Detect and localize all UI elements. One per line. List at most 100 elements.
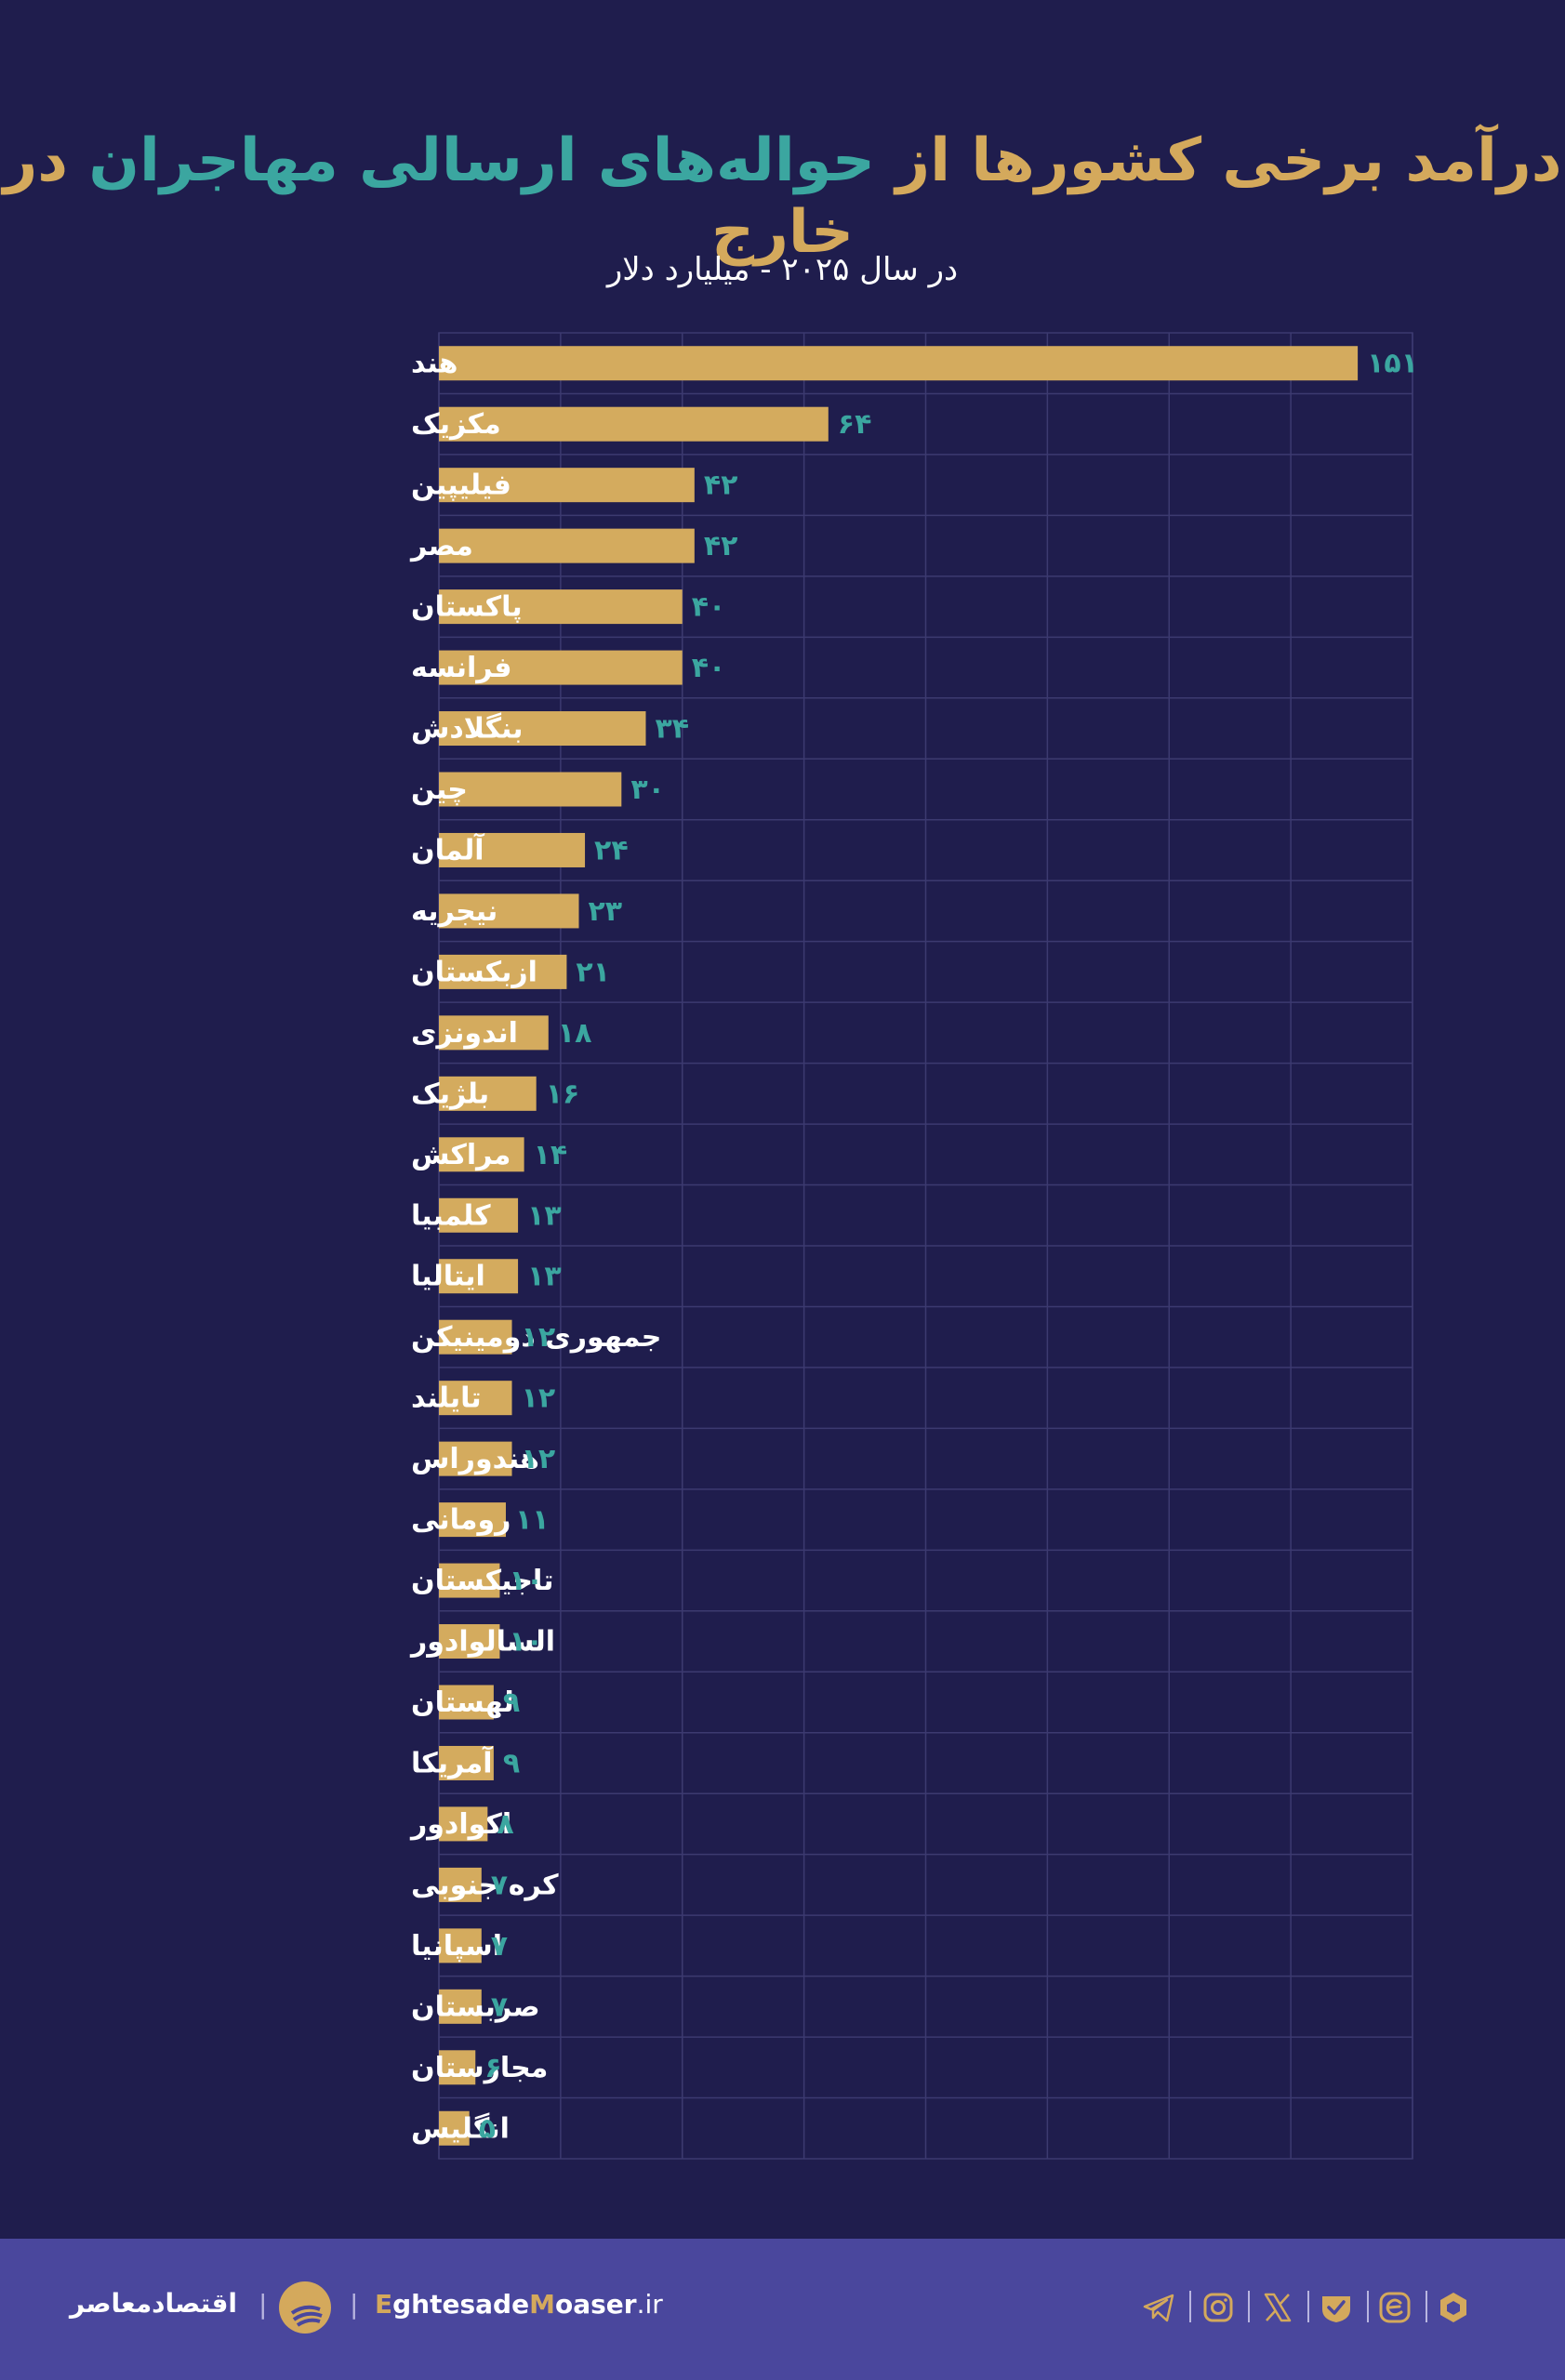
bar [439,1806,488,1842]
instagram-icon[interactable] [1200,2289,1237,2326]
bar [439,468,695,503]
x-icon[interactable] [1259,2289,1296,2326]
category-label: لهستان [411,1686,514,1719]
bar [439,406,829,442]
separator [1367,2291,1369,2322]
bar [439,650,683,685]
bar [439,589,683,625]
category-label: فرانسه [411,652,512,684]
category-label: نیجریه [411,895,497,928]
category-label: مکزیک [411,408,501,441]
bar [439,772,622,807]
category-label: آمریکا [411,1745,493,1779]
separator [1426,2291,1427,2322]
bar [439,1563,500,1598]
value-label: ۶۴ [838,408,872,441]
bar [439,2110,470,2146]
value-label: ۱۰ [509,1565,543,1597]
category-label: اکوادور [409,1808,511,1841]
bar [439,711,646,747]
category-label: فیلیپین [411,469,511,502]
category-label: جمهوری دومینیکن [411,1321,661,1354]
bar [439,528,695,563]
chart-subtitle: در سال ۲۰۲۵ - میلیارد دلار [606,251,959,288]
value-label: ۴۰ [692,652,726,684]
category-label: اندونزی [411,1017,518,1050]
category-label: بنگلادش [411,712,524,746]
value-label: ۱۲ [522,1443,556,1475]
bar [439,1989,482,2024]
site-part: E [375,2289,393,2320]
category-label: بلژیک [411,1078,489,1110]
category-label: مجارستان [411,2052,548,2084]
category-label: هندوراس [411,1443,539,1475]
value-label: ۱۲ [522,1382,556,1415]
website-link[interactable]: EghtesadeMoaser.ir [375,2289,663,2320]
category-label: صربستان [411,1990,540,2023]
bar [439,1319,512,1355]
title-part-3: در خارج [3,126,855,267]
category-label: مراکش [411,1139,511,1171]
value-label: ۴۲ [704,530,738,562]
bar [439,1502,506,1538]
value-label: ۱۳ [527,1261,562,1293]
value-label: ۳۴ [655,713,689,746]
category-label: ایتالیا [411,1261,485,1293]
value-label: ۱۴ [534,1139,568,1171]
eitaa-icon[interactable] [1376,2289,1413,2326]
value-label: ۲۱ [576,956,610,988]
value-label: ۹ [503,1747,520,1779]
site-part: oaser [554,2289,637,2320]
separator [1248,2291,1250,2322]
telegram-icon[interactable] [1140,2289,1177,2326]
value-label: ۱۸ [558,1017,592,1050]
category-label: چین [411,774,468,806]
chart-title: درآمد برخی کشورها از حواله‌های ارسالی مه… [0,126,1565,269]
value-label: ۸ [497,1808,513,1841]
value-label: ۱۲ [522,1321,556,1354]
category-label: کره جنوبی [411,1869,559,1901]
category-label: پاکستان [411,591,523,624]
value-label: ۲۳ [589,895,623,928]
bar [439,1745,494,1780]
title-part-1: درآمد برخی کشورها از [895,126,1562,195]
value-label: ۷ [491,1930,508,1963]
value-label: ۴۰ [692,591,726,624]
bale-icon[interactable] [1435,2289,1472,2326]
category-label: السالوادور [409,1626,555,1659]
title-part-2: حواله‌های ارسالی مهاجران [88,126,875,195]
brand-logo-icon [279,2281,331,2334]
bar [439,1624,500,1659]
bar [439,2050,476,2085]
category-label: تایلند [411,1382,482,1415]
separator: | [259,2289,268,2320]
bar [439,893,579,929]
category-label: رومانی [411,1504,511,1537]
separator [1307,2291,1309,2322]
grid-lines [438,333,1413,2159]
aparat-icon[interactable] [1318,2289,1355,2326]
site-part: M [529,2289,555,2320]
value-label: ۱۳ [527,1199,562,1232]
value-label: ۱۰ [509,1626,543,1659]
category-label: انگلیس [411,2111,510,2145]
value-label: ۷ [491,1990,508,2023]
category-label: اسپانیا [411,1930,502,1963]
category-label: هند [411,348,458,380]
bar [439,346,1359,381]
category-labels: هند مکزیک فیلیپین مصر پاکستان فرانسه بنگلادش چی… [409,348,661,2146]
bar [439,1867,482,1902]
site-part: .ir [636,2289,663,2320]
bar [439,1381,512,1416]
brand-name: اقتصادمعاصر [70,2288,237,2319]
site-part: ghtesade [392,2289,530,2320]
value-label: ۱۵۱ [1367,348,1418,380]
value-label: ۱۱ [515,1504,550,1537]
separator [1189,2291,1191,2322]
value-label: ۶ [484,2052,501,2084]
category-label: ازبکستان [411,956,537,988]
category-label: کلمبیا [411,1199,491,1232]
bar-chart: هند مکزیک فیلیپین مصر پاکستان فرانسه بنگلادش چی… [409,332,1418,2160]
bar [439,954,567,989]
value-label: ۹ [503,1686,520,1719]
